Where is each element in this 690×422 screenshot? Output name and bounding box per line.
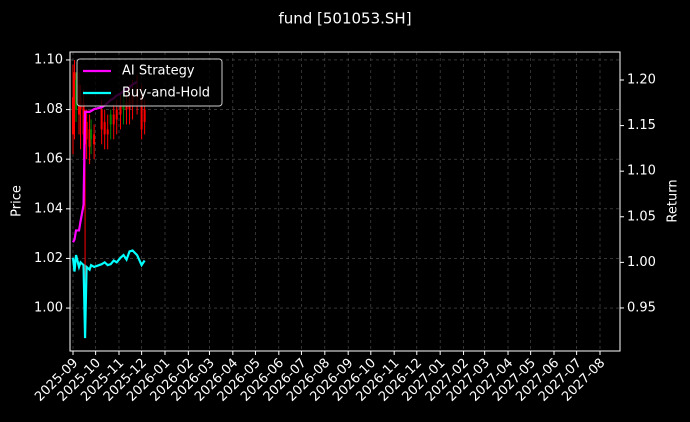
y2-tick-label: 1.20 — [627, 72, 656, 87]
candle-body — [90, 129, 93, 140]
candle-body — [85, 121, 88, 140]
candle-body — [112, 114, 115, 125]
legend-label: Buy-and-Hold — [122, 86, 210, 101]
candle-body — [115, 109, 118, 120]
chart-title: fund [501053.SH] — [278, 10, 411, 28]
y-tick-label: 1.08 — [34, 102, 63, 117]
legend: AI Strategy Buy-and-Hold — [76, 58, 223, 107]
candle-body — [88, 129, 91, 147]
legend-label: AI Strategy — [122, 64, 195, 79]
candle-body — [72, 97, 74, 135]
y2-tick-label: 0.95 — [627, 300, 656, 315]
line-series — [71, 249, 146, 339]
y-tick-label: 1.06 — [34, 152, 63, 167]
y-tick-label: 1.00 — [34, 301, 63, 316]
candle-body — [73, 72, 76, 110]
y2-axis-label: Return — [666, 179, 681, 222]
candle-body — [100, 109, 103, 130]
legend-box — [76, 58, 223, 107]
axes-frame — [69, 51, 621, 352]
y2-tick-label: 1.15 — [627, 118, 656, 133]
candle-body — [109, 114, 112, 125]
candle-body — [75, 79, 78, 110]
y-tick-label: 1.02 — [34, 251, 63, 266]
y2-tick-label: 1.00 — [627, 255, 656, 270]
y-axis-label: Price — [10, 185, 25, 217]
candle-body — [140, 97, 143, 130]
y2-tick-label: 1.10 — [627, 164, 656, 179]
candle-body — [106, 129, 109, 135]
candle-body — [82, 102, 85, 135]
y2-tick-label: 1.05 — [627, 209, 656, 224]
y-tick-label: 1.04 — [34, 201, 63, 216]
candle-body — [119, 104, 122, 115]
candle-body — [93, 134, 96, 145]
candle-body — [143, 109, 146, 122]
y-tick-label: 1.10 — [34, 52, 63, 67]
candle-body — [103, 121, 106, 135]
